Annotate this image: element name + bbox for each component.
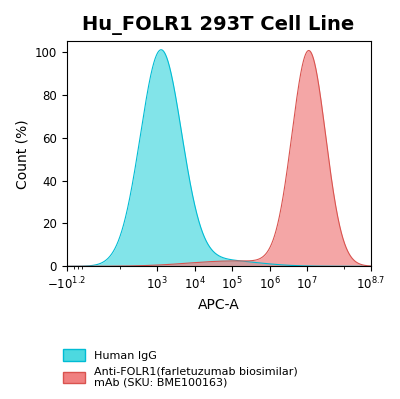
Legend: Human IgG, Anti-FOLR1(farletuzumab biosimilar)
mAb (SKU: BME100163): Human IgG, Anti-FOLR1(farletuzumab biosi… xyxy=(58,344,304,393)
Title: Hu_FOLR1 293T Cell Line: Hu_FOLR1 293T Cell Line xyxy=(82,15,355,35)
X-axis label: APC-A: APC-A xyxy=(198,298,240,312)
Y-axis label: Count (%): Count (%) xyxy=(15,119,29,188)
